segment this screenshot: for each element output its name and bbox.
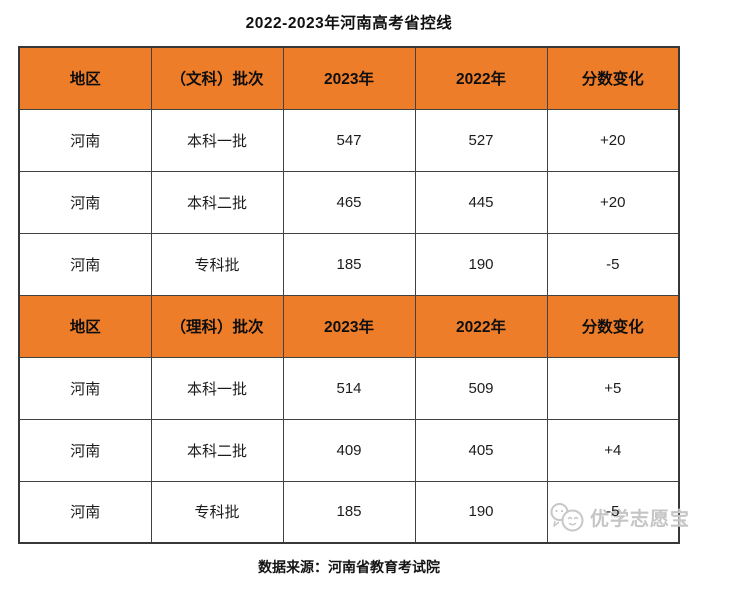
table-cell: 专科批	[150, 232, 284, 296]
table-header-cell: 2022年	[414, 294, 548, 358]
table-row: 河南 本科一批 514 509 +5	[18, 356, 680, 420]
table-cell: 405	[414, 418, 548, 482]
table-cell: 185	[282, 480, 416, 544]
table-header-cell: 分数变化	[546, 46, 680, 110]
table-cell: 409	[282, 418, 416, 482]
table-header-cell: 分数变化	[546, 294, 680, 358]
table-header-cell: （文科）批次	[150, 46, 284, 110]
table-cell: 465	[282, 170, 416, 234]
table-header-cell: 地区	[18, 294, 152, 358]
table-header-cell: 2022年	[414, 46, 548, 110]
table-cell: 专科批	[150, 480, 284, 544]
table-row: 河南 专科批 185 190 -5	[18, 480, 680, 544]
table-cell: +5	[546, 356, 680, 420]
table-header-cell: 2023年	[282, 294, 416, 358]
table-cell: 445	[414, 170, 548, 234]
page-title: 2022-2023年河南高考省控线	[245, 15, 453, 32]
table-cell: -5	[546, 232, 680, 296]
table-row: 河南 本科二批 409 405 +4	[18, 418, 680, 482]
table-header-cell: （理科）批次	[150, 294, 284, 358]
table-cell: 185	[282, 232, 416, 296]
table-cell: -5	[546, 480, 680, 544]
table-cell: 509	[414, 356, 548, 420]
table-cell: 190	[414, 232, 548, 296]
table-cell: +4	[546, 418, 680, 482]
table-header-row: 地区 （理科）批次 2023年 2022年 分数变化	[18, 294, 680, 358]
table-cell: 河南	[18, 108, 152, 172]
table-row: 河南 专科批 185 190 -5	[18, 232, 680, 296]
table-header-cell: 2023年	[282, 46, 416, 110]
table-header-cell: 地区	[18, 46, 152, 110]
table-cell: 河南	[18, 418, 152, 482]
table-cell: +20	[546, 108, 680, 172]
data-source-footer: 数据来源：河南省教育考试院	[258, 559, 440, 575]
table-cell: +20	[546, 170, 680, 234]
table-cell: 547	[282, 108, 416, 172]
table-cell: 河南	[18, 480, 152, 544]
table-cell: 河南	[18, 170, 152, 234]
table-cell: 527	[414, 108, 548, 172]
table-cell: 本科一批	[150, 108, 284, 172]
table-header-row: 地区 （文科）批次 2023年 2022年 分数变化	[18, 46, 680, 110]
table-cell: 本科一批	[150, 356, 284, 420]
table-cell: 190	[414, 480, 548, 544]
table-cell: 本科二批	[150, 418, 284, 482]
score-table: 地区 （文科）批次 2023年 2022年 分数变化 河南 本科一批 547 527 +20 河南本…	[18, 46, 680, 544]
table-row: 河南 本科一批 547 527 +20	[18, 108, 680, 172]
table-cell: 河南	[18, 232, 152, 296]
score-table-body: 地区 （文科）批次 2023年 2022年 分数变化 河南 本科一批 547 527 +20 河南本…	[18, 46, 680, 544]
table-row: 河南 本科二批 465 445 +20	[18, 170, 680, 234]
table-cell: 514	[282, 356, 416, 420]
table-cell: 本科二批	[150, 170, 284, 234]
table-cell: 河南	[18, 356, 152, 420]
